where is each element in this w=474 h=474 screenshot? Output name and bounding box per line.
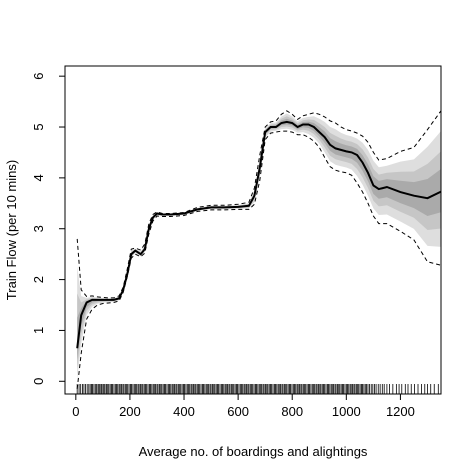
x-tick-label: 1200	[386, 404, 415, 419]
y-axis-title: Train Flow (per 10 mins)	[4, 160, 19, 300]
x-tick-label: 800	[281, 404, 303, 419]
x-axis-title: Average no. of boardings and alightings	[139, 444, 368, 459]
plot-frame	[64, 65, 442, 395]
band-middle	[77, 116, 441, 369]
y-tick-label: 0	[31, 378, 46, 385]
band-inner	[77, 118, 441, 360]
y-tick-label: 3	[31, 225, 46, 232]
series-lines	[76, 110, 442, 389]
upper-bound-line	[76, 110, 442, 299]
confidence-bands	[77, 113, 441, 379]
band-outer	[77, 113, 441, 379]
y-tick-label: 5	[31, 123, 46, 130]
x-tick-label: 400	[173, 404, 195, 419]
y-axis: 0 1 2 3 4 5 6	[31, 73, 65, 385]
x-tick-label: 200	[119, 404, 141, 419]
x-tick-label: 1000	[332, 404, 361, 419]
lower-bound-line	[76, 130, 442, 389]
rug-plot	[76, 384, 439, 394]
y-tick-label: 1	[31, 327, 46, 334]
x-axis: 0 200 400 600 800 1000 1200	[72, 394, 415, 419]
x-tick-label: 0	[72, 404, 79, 419]
y-tick-label: 6	[31, 73, 46, 80]
x-tick-label: 600	[227, 404, 249, 419]
y-tick-label: 4	[31, 174, 46, 181]
fitted-line	[76, 120, 442, 349]
y-tick-label: 2	[31, 276, 46, 283]
